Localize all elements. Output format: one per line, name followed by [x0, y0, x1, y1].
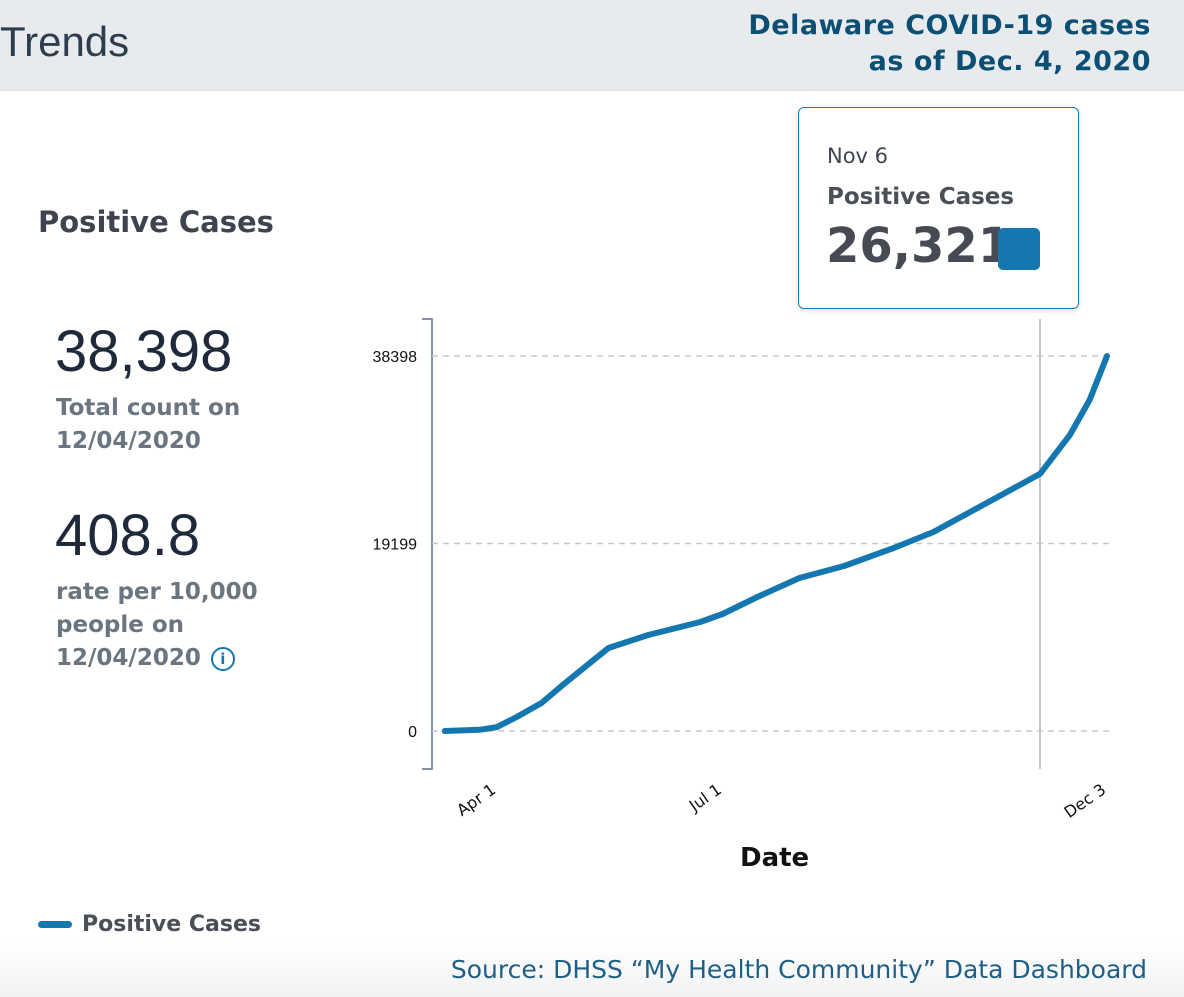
legend-label: Positive Cases	[82, 912, 261, 937]
label-line: people on	[56, 612, 184, 638]
rate-value: 408.8	[55, 503, 201, 568]
footer	[0, 940, 1184, 997]
header-subtitle: Delaware COVID-19 cases as of Dec. 4, 20…	[748, 8, 1151, 80]
total-count: 38,398	[55, 319, 233, 384]
section-title: Positive Cases	[38, 205, 274, 239]
series-line-positive-cases	[441, 353, 1110, 734]
header: Trends Delaware COVID-19 cases as of Dec…	[0, 0, 1184, 91]
y-tick-label: 19199	[373, 537, 418, 554]
subtitle-line: Delaware COVID-19 cases	[748, 10, 1151, 41]
legend[interactable]: Positive Cases	[38, 912, 261, 937]
chart-tooltip: Nov 6 Positive Cases 26,321	[798, 107, 1079, 309]
tooltip-date: Nov 6	[827, 144, 889, 168]
y-axis	[422, 318, 433, 770]
rate-label: rate per 10,000 people on 12/04/2020 i	[56, 576, 258, 675]
x-tick-label: Dec 3	[1060, 780, 1109, 822]
x-tick-label: Apr 1	[453, 780, 499, 820]
info-circle-icon[interactable]: i	[210, 646, 235, 671]
tooltip-label: Positive Cases	[827, 184, 1015, 210]
legend-swatch	[38, 921, 72, 928]
x-tick-label: Jul 1	[685, 780, 725, 816]
label-line: rate per 10,000	[56, 579, 258, 605]
label-line: 12/04/2020	[56, 428, 201, 454]
tooltip-value: 26,321	[826, 218, 1012, 274]
source-text: Source: DHSS “My Health Community” Data …	[450, 955, 1147, 984]
label-line: Total count on	[56, 395, 241, 421]
y-tick-label: 38398	[373, 349, 418, 366]
subtitle-line: as of Dec. 4, 2020	[868, 46, 1151, 77]
tooltip-swatch	[998, 228, 1040, 270]
y-tick-label: 0	[408, 724, 417, 741]
total-label: Total count on 12/04/2020	[56, 392, 240, 458]
x-axis-label: Date	[740, 843, 810, 873]
label-line: 12/04/2020	[56, 645, 201, 671]
page-title: Trends	[0, 18, 130, 65]
